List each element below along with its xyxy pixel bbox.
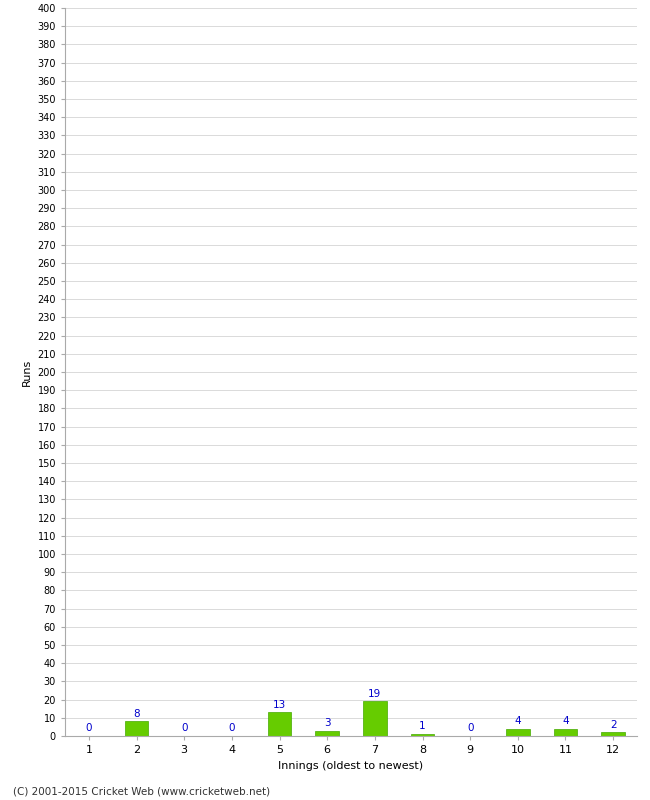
Text: 8: 8 — [133, 709, 140, 718]
Y-axis label: Runs: Runs — [22, 358, 32, 386]
Text: 13: 13 — [273, 700, 286, 710]
Bar — [554, 729, 577, 736]
Bar — [315, 730, 339, 736]
Text: 0: 0 — [229, 723, 235, 734]
Text: 1: 1 — [419, 722, 426, 731]
Text: 4: 4 — [515, 716, 521, 726]
Bar — [268, 712, 291, 736]
Bar — [506, 729, 530, 736]
Bar — [601, 732, 625, 736]
Bar — [363, 702, 387, 736]
Text: 2: 2 — [610, 720, 616, 730]
Text: 0: 0 — [467, 723, 473, 734]
Text: (C) 2001-2015 Cricket Web (www.cricketweb.net): (C) 2001-2015 Cricket Web (www.cricketwe… — [13, 786, 270, 796]
Text: 4: 4 — [562, 716, 569, 726]
Bar — [125, 722, 148, 736]
Text: 19: 19 — [368, 689, 382, 698]
Bar — [411, 734, 434, 736]
Text: 0: 0 — [86, 723, 92, 734]
Text: 3: 3 — [324, 718, 330, 728]
Text: 0: 0 — [181, 723, 187, 734]
X-axis label: Innings (oldest to newest): Innings (oldest to newest) — [278, 761, 424, 770]
